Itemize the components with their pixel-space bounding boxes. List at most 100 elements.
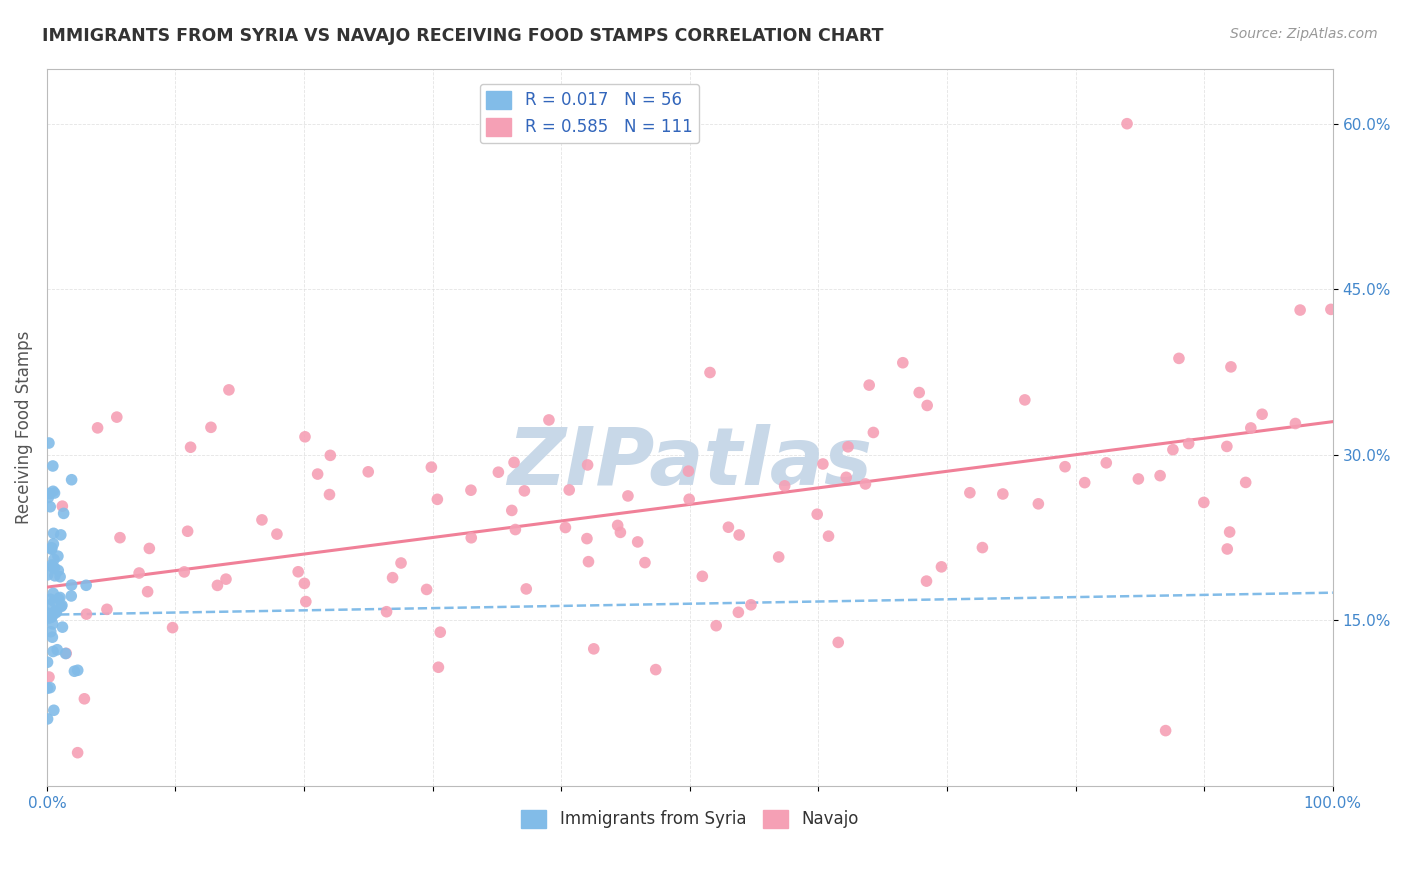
Point: [501, 503, 523, 517]
Point: [389, 556, 412, 570]
Point: [46, 642, 69, 657]
Point: [915, 574, 938, 588]
Point: [73, 691, 96, 706]
Point: [381, 571, 404, 585]
Point: [627, 535, 650, 549]
Point: [38, 670, 60, 684]
Point: [41, 608, 63, 623]
Point: [578, 555, 600, 569]
Point: [38, 611, 60, 625]
Point: [41, 541, 63, 555]
Point: [307, 467, 329, 481]
Point: [46, 564, 69, 578]
Point: [128, 566, 150, 580]
Point: [505, 523, 527, 537]
Point: [41, 541, 63, 556]
Point: [991, 487, 1014, 501]
Point: [908, 385, 931, 400]
Point: [1219, 524, 1241, 539]
Point: [51, 620, 73, 634]
Point: [415, 582, 437, 597]
Point: [837, 440, 859, 454]
Point: [51, 599, 73, 613]
Point: [318, 487, 340, 501]
Point: [1168, 351, 1191, 366]
Point: [42, 703, 65, 717]
Point: [609, 525, 631, 540]
Point: [515, 582, 537, 596]
Point: [42, 458, 65, 473]
Point: [42, 537, 65, 551]
Point: [806, 507, 828, 521]
Point: [537, 413, 560, 427]
Point: [1177, 436, 1199, 450]
Text: ZIPatlas: ZIPatlas: [508, 424, 872, 502]
Point: [513, 483, 536, 498]
Point: [39, 592, 62, 607]
Point: [37, 606, 59, 620]
Point: [460, 531, 482, 545]
Point: [180, 440, 202, 454]
Point: [294, 430, 316, 444]
Point: [1234, 475, 1257, 490]
Point: [717, 520, 740, 534]
Point: [44, 486, 66, 500]
Point: [773, 479, 796, 493]
Point: [138, 541, 160, 556]
Point: [427, 660, 450, 674]
Point: [173, 565, 195, 579]
Point: [375, 605, 398, 619]
Point: [207, 578, 229, 592]
Point: [606, 518, 628, 533]
Point: [582, 641, 605, 656]
Point: [51, 599, 73, 614]
Point: [250, 513, 273, 527]
Point: [66, 663, 89, 677]
Point: [1216, 439, 1239, 453]
Point: [1320, 302, 1343, 317]
Point: [49, 570, 72, 584]
Point: [558, 483, 581, 497]
Point: [1219, 359, 1241, 374]
Point: [38, 436, 60, 450]
Point: [292, 576, 315, 591]
Point: [617, 489, 640, 503]
Point: [728, 528, 751, 542]
Point: [699, 366, 721, 380]
Point: [105, 410, 128, 425]
Point: [37, 712, 59, 726]
Point: [1028, 497, 1050, 511]
Point: [218, 383, 240, 397]
Point: [51, 499, 73, 513]
Point: [1054, 459, 1077, 474]
Point: [1284, 417, 1306, 431]
Point: [740, 598, 762, 612]
Point: [60, 473, 83, 487]
Point: [460, 483, 482, 498]
Point: [42, 484, 65, 499]
Point: [42, 644, 65, 658]
Point: [39, 681, 62, 695]
Point: [1116, 117, 1139, 131]
Point: [37, 567, 59, 582]
Point: [45, 606, 67, 620]
Point: [319, 448, 342, 462]
Point: [162, 621, 184, 635]
Point: [44, 604, 66, 618]
Point: [972, 541, 994, 555]
Point: [55, 646, 77, 660]
Point: [45, 606, 67, 620]
Point: [486, 465, 509, 479]
Point: [37, 655, 59, 669]
Point: [41, 610, 63, 624]
Point: [1161, 442, 1184, 457]
Point: [37, 491, 59, 505]
Point: [86, 421, 108, 435]
Text: IMMIGRANTS FROM SYRIA VS NAVAJO RECEIVING FOOD STAMPS CORRELATION CHART: IMMIGRANTS FROM SYRIA VS NAVAJO RECEIVIN…: [42, 27, 884, 45]
Point: [41, 630, 63, 644]
Point: [41, 558, 63, 573]
Point: [266, 527, 288, 541]
Point: [704, 618, 727, 632]
Point: [41, 559, 63, 574]
Point: [49, 528, 72, 542]
